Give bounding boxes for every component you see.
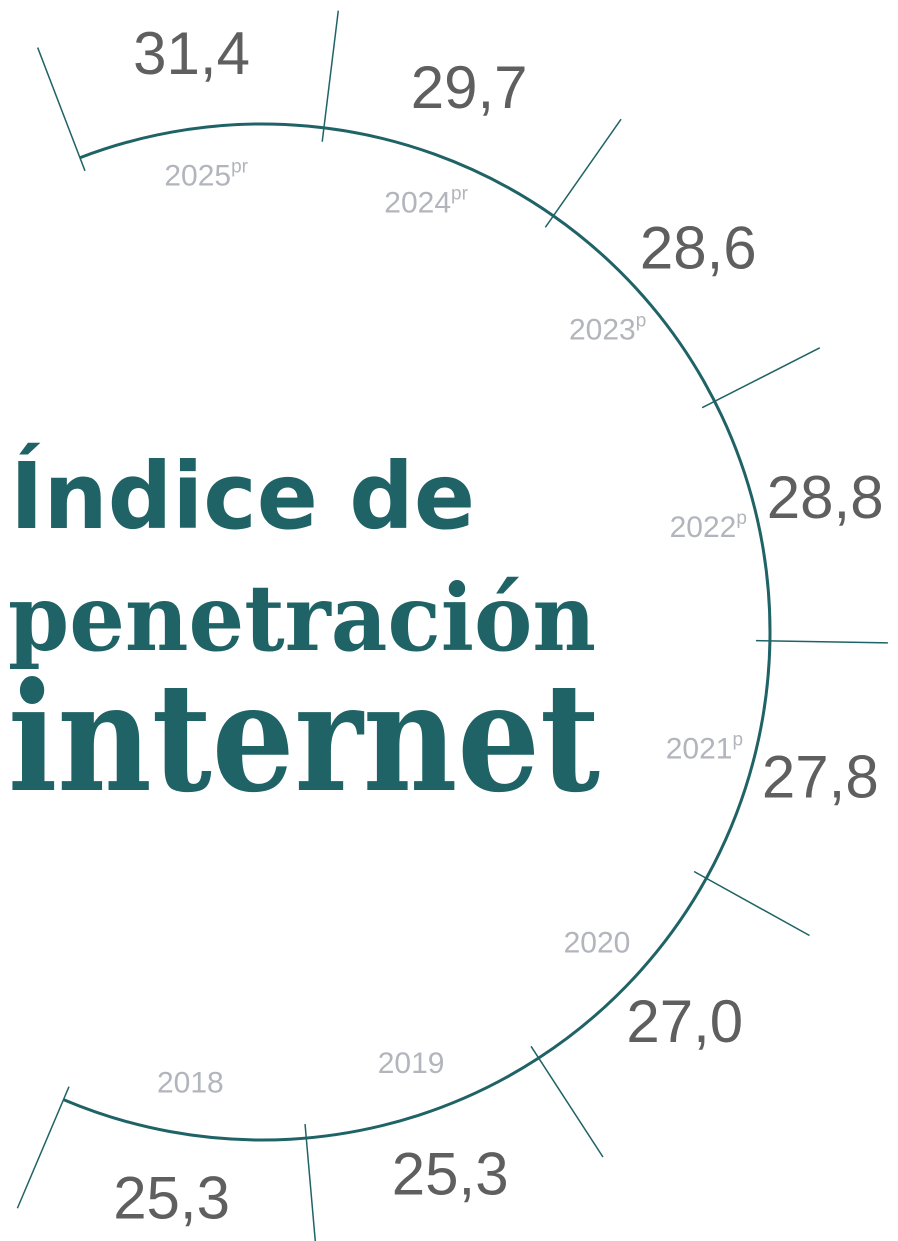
value-label: 25,3 bbox=[113, 1165, 230, 1232]
value-label: 28,8 bbox=[767, 464, 884, 531]
year: 2022 bbox=[670, 511, 737, 544]
year-label: 2022p bbox=[670, 508, 747, 544]
value-label: 29,7 bbox=[411, 54, 528, 121]
value-label: 27,0 bbox=[626, 988, 743, 1055]
year-note: pr bbox=[451, 183, 469, 204]
divider bbox=[701, 347, 821, 409]
divider bbox=[16, 1086, 70, 1209]
year: 2023 bbox=[569, 313, 636, 346]
divider bbox=[304, 1124, 317, 1241]
year: 2024 bbox=[384, 186, 451, 219]
year-note: p bbox=[636, 311, 647, 332]
year: 2019 bbox=[378, 1047, 445, 1080]
year: 2025 bbox=[164, 159, 231, 192]
year-label: 2023p bbox=[569, 311, 646, 347]
year-note: pr bbox=[231, 156, 249, 177]
divider bbox=[544, 118, 622, 228]
value-label: 27,8 bbox=[762, 743, 879, 810]
value-label: 25,3 bbox=[392, 1140, 509, 1207]
divider bbox=[36, 47, 86, 172]
year-note: p bbox=[736, 508, 747, 529]
year: 2018 bbox=[157, 1066, 224, 1099]
year: 2020 bbox=[564, 926, 631, 959]
value-label: 31,4 bbox=[133, 20, 250, 87]
divider bbox=[755, 639, 888, 644]
title-line: penetración bbox=[8, 564, 596, 672]
divider bbox=[321, 10, 340, 142]
title-line: Índice de bbox=[10, 442, 475, 550]
divider bbox=[693, 870, 810, 937]
title-line: internet bbox=[8, 650, 600, 826]
year: 2021 bbox=[666, 732, 733, 765]
year-label: 2025pr bbox=[164, 156, 248, 192]
year-label: 2019 bbox=[378, 1047, 445, 1080]
year-label: 2021p bbox=[666, 730, 743, 766]
value-label: 28,6 bbox=[640, 215, 757, 282]
year-label: 2020 bbox=[564, 926, 631, 959]
year-note: p bbox=[732, 730, 743, 751]
year-label: 2024pr bbox=[384, 183, 468, 219]
year-label: 2018 bbox=[157, 1066, 224, 1099]
divider bbox=[530, 1045, 604, 1158]
